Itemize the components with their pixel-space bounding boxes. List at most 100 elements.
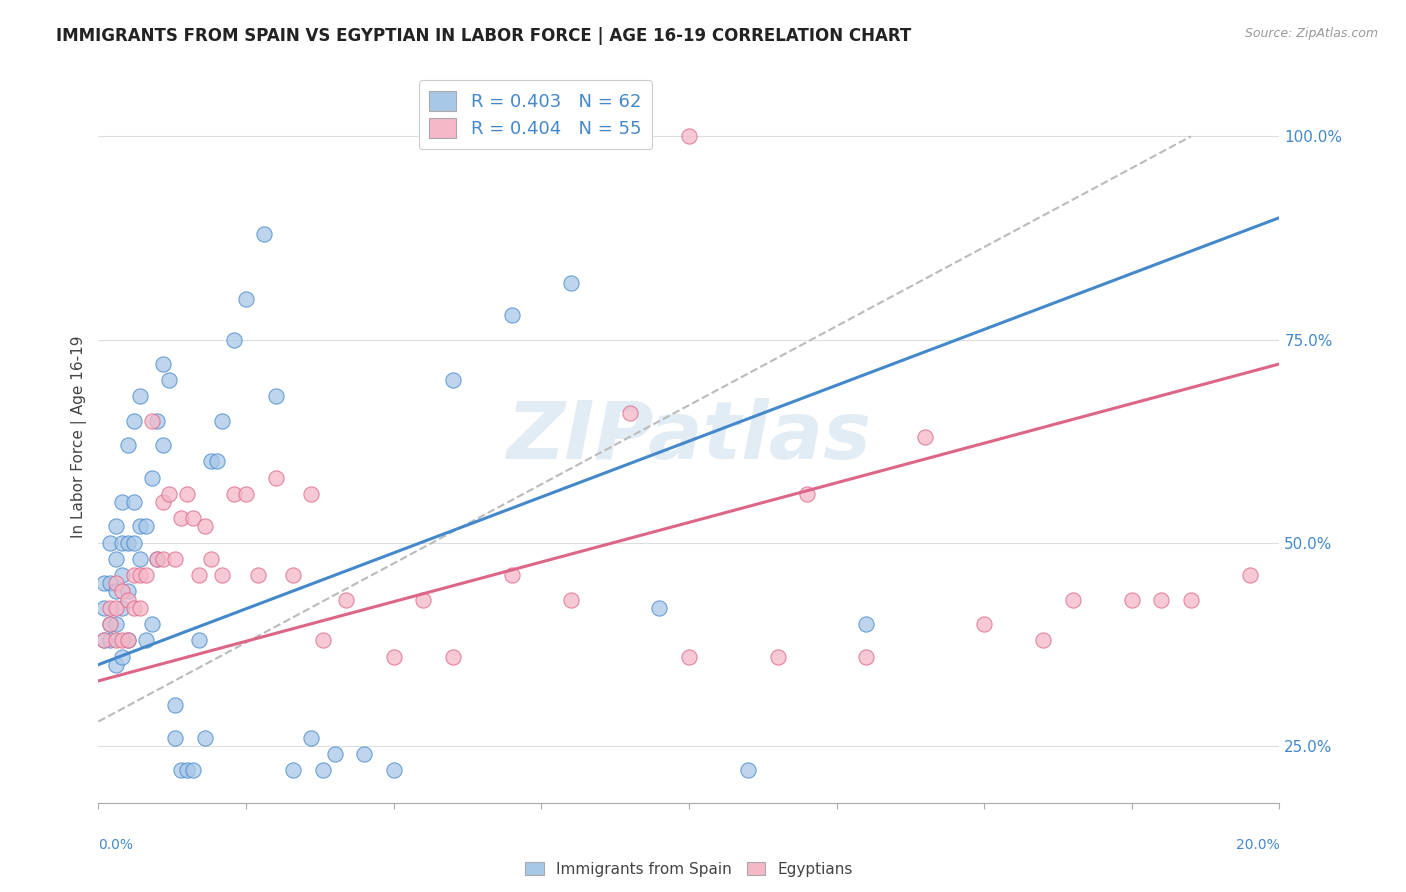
Point bbox=[323, 747, 346, 761]
Point bbox=[170, 764, 193, 778]
Point bbox=[264, 389, 287, 403]
Point bbox=[111, 495, 134, 509]
Point bbox=[235, 292, 257, 306]
Point bbox=[283, 764, 305, 778]
Point bbox=[117, 633, 139, 648]
Point bbox=[111, 568, 134, 582]
Point bbox=[855, 649, 877, 664]
Point bbox=[205, 454, 228, 468]
Point bbox=[98, 600, 121, 615]
Point bbox=[141, 617, 163, 632]
Point bbox=[382, 649, 405, 664]
Point bbox=[105, 552, 128, 566]
Point bbox=[122, 600, 145, 615]
Point bbox=[117, 633, 139, 648]
Text: ZIPatlas: ZIPatlas bbox=[506, 398, 872, 476]
Point bbox=[152, 357, 174, 371]
Point bbox=[283, 568, 305, 582]
Point bbox=[135, 633, 157, 648]
Point bbox=[93, 576, 115, 591]
Point bbox=[560, 276, 582, 290]
Text: 0.0%: 0.0% bbox=[98, 838, 134, 852]
Text: 20.0%: 20.0% bbox=[1236, 838, 1279, 852]
Point bbox=[105, 584, 128, 599]
Point bbox=[157, 487, 180, 501]
Point bbox=[187, 633, 209, 648]
Point bbox=[105, 576, 128, 591]
Point bbox=[105, 519, 128, 533]
Point bbox=[299, 731, 322, 745]
Point bbox=[648, 600, 671, 615]
Point bbox=[98, 617, 121, 632]
Point bbox=[111, 649, 134, 664]
Point bbox=[412, 592, 434, 607]
Point bbox=[170, 511, 193, 525]
Point bbox=[146, 414, 169, 428]
Point bbox=[105, 617, 128, 632]
Point bbox=[737, 764, 759, 778]
Point bbox=[1150, 592, 1173, 607]
Point bbox=[501, 308, 523, 322]
Point bbox=[122, 414, 145, 428]
Point bbox=[122, 535, 145, 549]
Point bbox=[93, 633, 115, 648]
Point bbox=[766, 649, 789, 664]
Point bbox=[181, 764, 204, 778]
Point bbox=[98, 633, 121, 648]
Point bbox=[135, 568, 157, 582]
Point bbox=[117, 592, 139, 607]
Point bbox=[246, 568, 269, 582]
Point bbox=[194, 519, 217, 533]
Point bbox=[98, 617, 121, 632]
Point bbox=[200, 552, 222, 566]
Point bbox=[181, 511, 204, 525]
Point bbox=[619, 406, 641, 420]
Point bbox=[353, 747, 375, 761]
Point bbox=[105, 633, 128, 648]
Point bbox=[117, 438, 139, 452]
Point bbox=[141, 414, 163, 428]
Point bbox=[111, 633, 134, 648]
Point bbox=[128, 519, 150, 533]
Point bbox=[235, 487, 257, 501]
Point bbox=[152, 495, 174, 509]
Point bbox=[105, 657, 128, 672]
Legend: Immigrants from Spain, Egyptians: Immigrants from Spain, Egyptians bbox=[519, 855, 859, 883]
Point bbox=[117, 535, 139, 549]
Point bbox=[117, 584, 139, 599]
Point bbox=[335, 592, 357, 607]
Point bbox=[98, 535, 121, 549]
Point bbox=[1032, 633, 1054, 648]
Point bbox=[1180, 592, 1202, 607]
Text: Source: ZipAtlas.com: Source: ZipAtlas.com bbox=[1244, 27, 1378, 40]
Point bbox=[128, 552, 150, 566]
Point bbox=[176, 487, 198, 501]
Point bbox=[973, 617, 995, 632]
Point bbox=[678, 649, 700, 664]
Point bbox=[678, 129, 700, 144]
Point bbox=[441, 649, 464, 664]
Point bbox=[211, 568, 233, 582]
Point bbox=[128, 568, 150, 582]
Point bbox=[111, 584, 134, 599]
Point bbox=[211, 414, 233, 428]
Point bbox=[146, 552, 169, 566]
Point bbox=[299, 487, 322, 501]
Point bbox=[312, 764, 335, 778]
Point bbox=[165, 731, 187, 745]
Point bbox=[128, 389, 150, 403]
Point bbox=[122, 495, 145, 509]
Point bbox=[1239, 568, 1261, 582]
Point bbox=[187, 568, 209, 582]
Point bbox=[264, 471, 287, 485]
Y-axis label: In Labor Force | Age 16-19: In Labor Force | Age 16-19 bbox=[72, 335, 87, 539]
Point bbox=[141, 471, 163, 485]
Point bbox=[165, 698, 187, 713]
Point bbox=[122, 568, 145, 582]
Point bbox=[253, 227, 276, 241]
Point bbox=[152, 438, 174, 452]
Point bbox=[914, 430, 936, 444]
Point bbox=[165, 552, 187, 566]
Point bbox=[111, 535, 134, 549]
Point bbox=[93, 633, 115, 648]
